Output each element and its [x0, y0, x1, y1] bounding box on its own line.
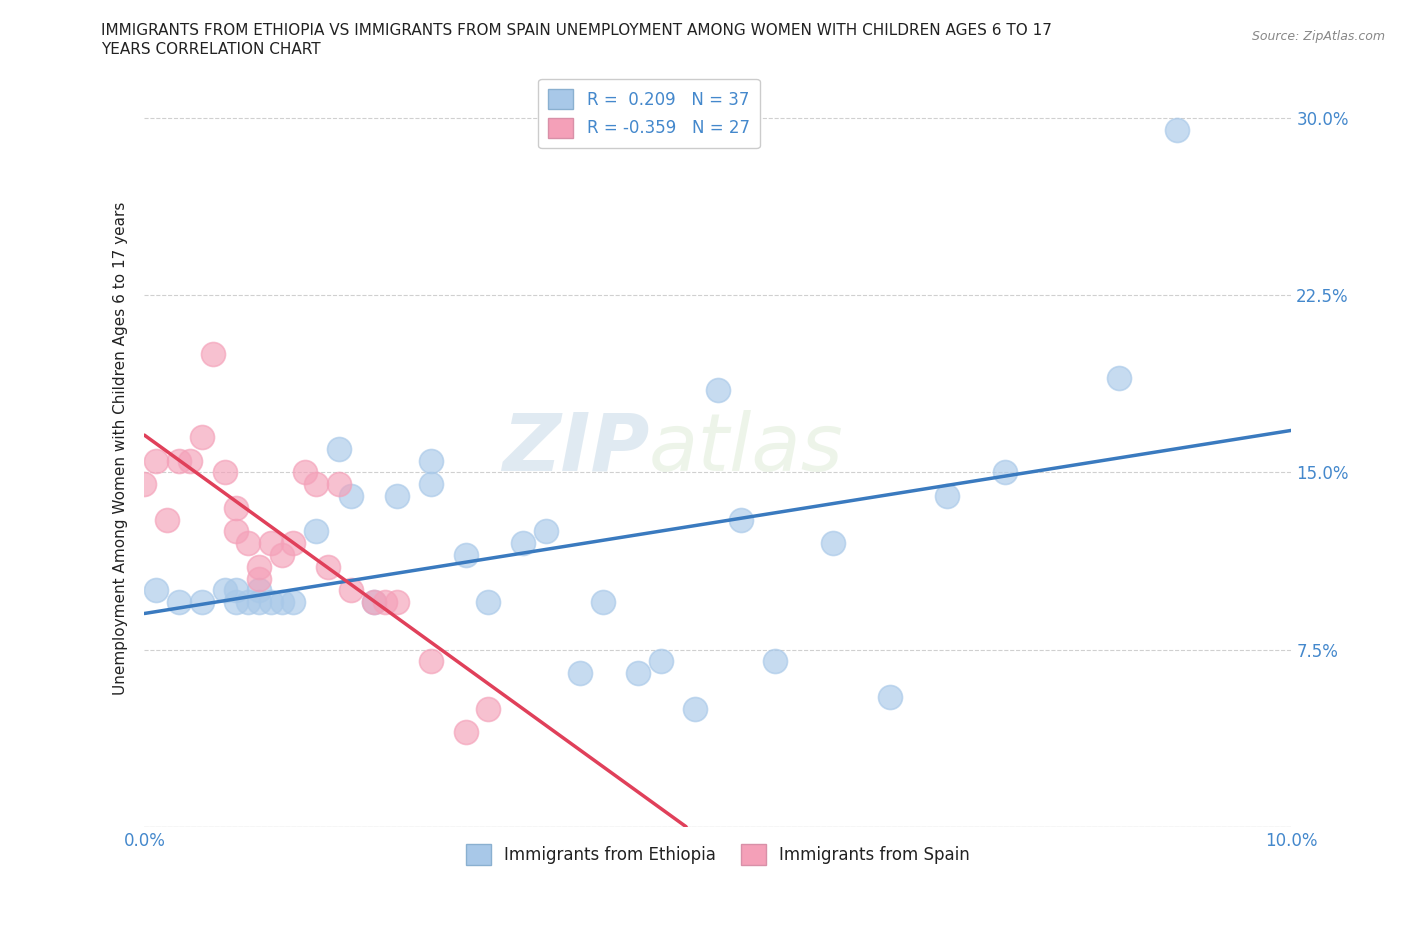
Point: [328, 477, 350, 492]
Text: Source: ZipAtlas.com: Source: ZipAtlas.com: [1251, 30, 1385, 43]
Point: [283, 595, 305, 610]
Point: [236, 595, 259, 610]
Point: [340, 583, 363, 598]
Point: [202, 347, 225, 362]
Point: [385, 595, 408, 610]
Point: [225, 500, 247, 515]
Point: [134, 477, 156, 492]
Point: [214, 465, 236, 480]
Point: [247, 583, 270, 598]
Point: [236, 536, 259, 551]
Point: [305, 524, 328, 538]
Point: [707, 382, 730, 397]
Point: [534, 524, 557, 538]
Point: [420, 654, 443, 669]
Point: [454, 548, 477, 563]
Legend: Immigrants from Ethiopia, Immigrants from Spain: Immigrants from Ethiopia, Immigrants fro…: [458, 838, 977, 871]
Point: [374, 595, 396, 610]
Point: [190, 595, 212, 610]
Point: [592, 595, 614, 610]
Point: [294, 465, 316, 480]
Point: [271, 548, 294, 563]
Point: [730, 512, 752, 527]
Point: [247, 560, 270, 575]
Point: [167, 595, 190, 610]
Point: [328, 442, 350, 457]
Point: [626, 666, 648, 681]
Point: [454, 724, 477, 739]
Point: [283, 536, 305, 551]
Point: [683, 701, 706, 716]
Point: [385, 488, 408, 503]
Text: ZIP: ZIP: [502, 410, 650, 487]
Point: [225, 524, 247, 538]
Point: [420, 477, 443, 492]
Point: [247, 595, 270, 610]
Point: [763, 654, 786, 669]
Point: [316, 560, 339, 575]
Point: [190, 430, 212, 445]
Point: [145, 453, 167, 468]
Point: [259, 595, 281, 610]
Text: YEARS CORRELATION CHART: YEARS CORRELATION CHART: [101, 42, 321, 57]
Point: [821, 536, 844, 551]
Text: IMMIGRANTS FROM ETHIOPIA VS IMMIGRANTS FROM SPAIN UNEMPLOYMENT AMONG WOMEN WITH : IMMIGRANTS FROM ETHIOPIA VS IMMIGRANTS F…: [101, 23, 1052, 38]
Point: [225, 595, 247, 610]
Point: [1166, 123, 1188, 138]
Y-axis label: Unemployment Among Women with Children Ages 6 to 17 years: Unemployment Among Women with Children A…: [114, 202, 128, 696]
Point: [145, 583, 167, 598]
Point: [363, 595, 385, 610]
Point: [340, 488, 363, 503]
Point: [936, 488, 959, 503]
Point: [247, 571, 270, 586]
Point: [305, 477, 328, 492]
Text: atlas: atlas: [650, 410, 844, 487]
Point: [420, 453, 443, 468]
Point: [214, 583, 236, 598]
Point: [271, 595, 294, 610]
Point: [994, 465, 1017, 480]
Point: [179, 453, 201, 468]
Point: [259, 536, 281, 551]
Point: [156, 512, 179, 527]
Point: [1108, 370, 1130, 385]
Point: [477, 595, 499, 610]
Point: [225, 583, 247, 598]
Point: [879, 689, 901, 704]
Point: [363, 595, 385, 610]
Point: [167, 453, 190, 468]
Point: [477, 701, 499, 716]
Point: [650, 654, 672, 669]
Point: [569, 666, 592, 681]
Point: [512, 536, 534, 551]
